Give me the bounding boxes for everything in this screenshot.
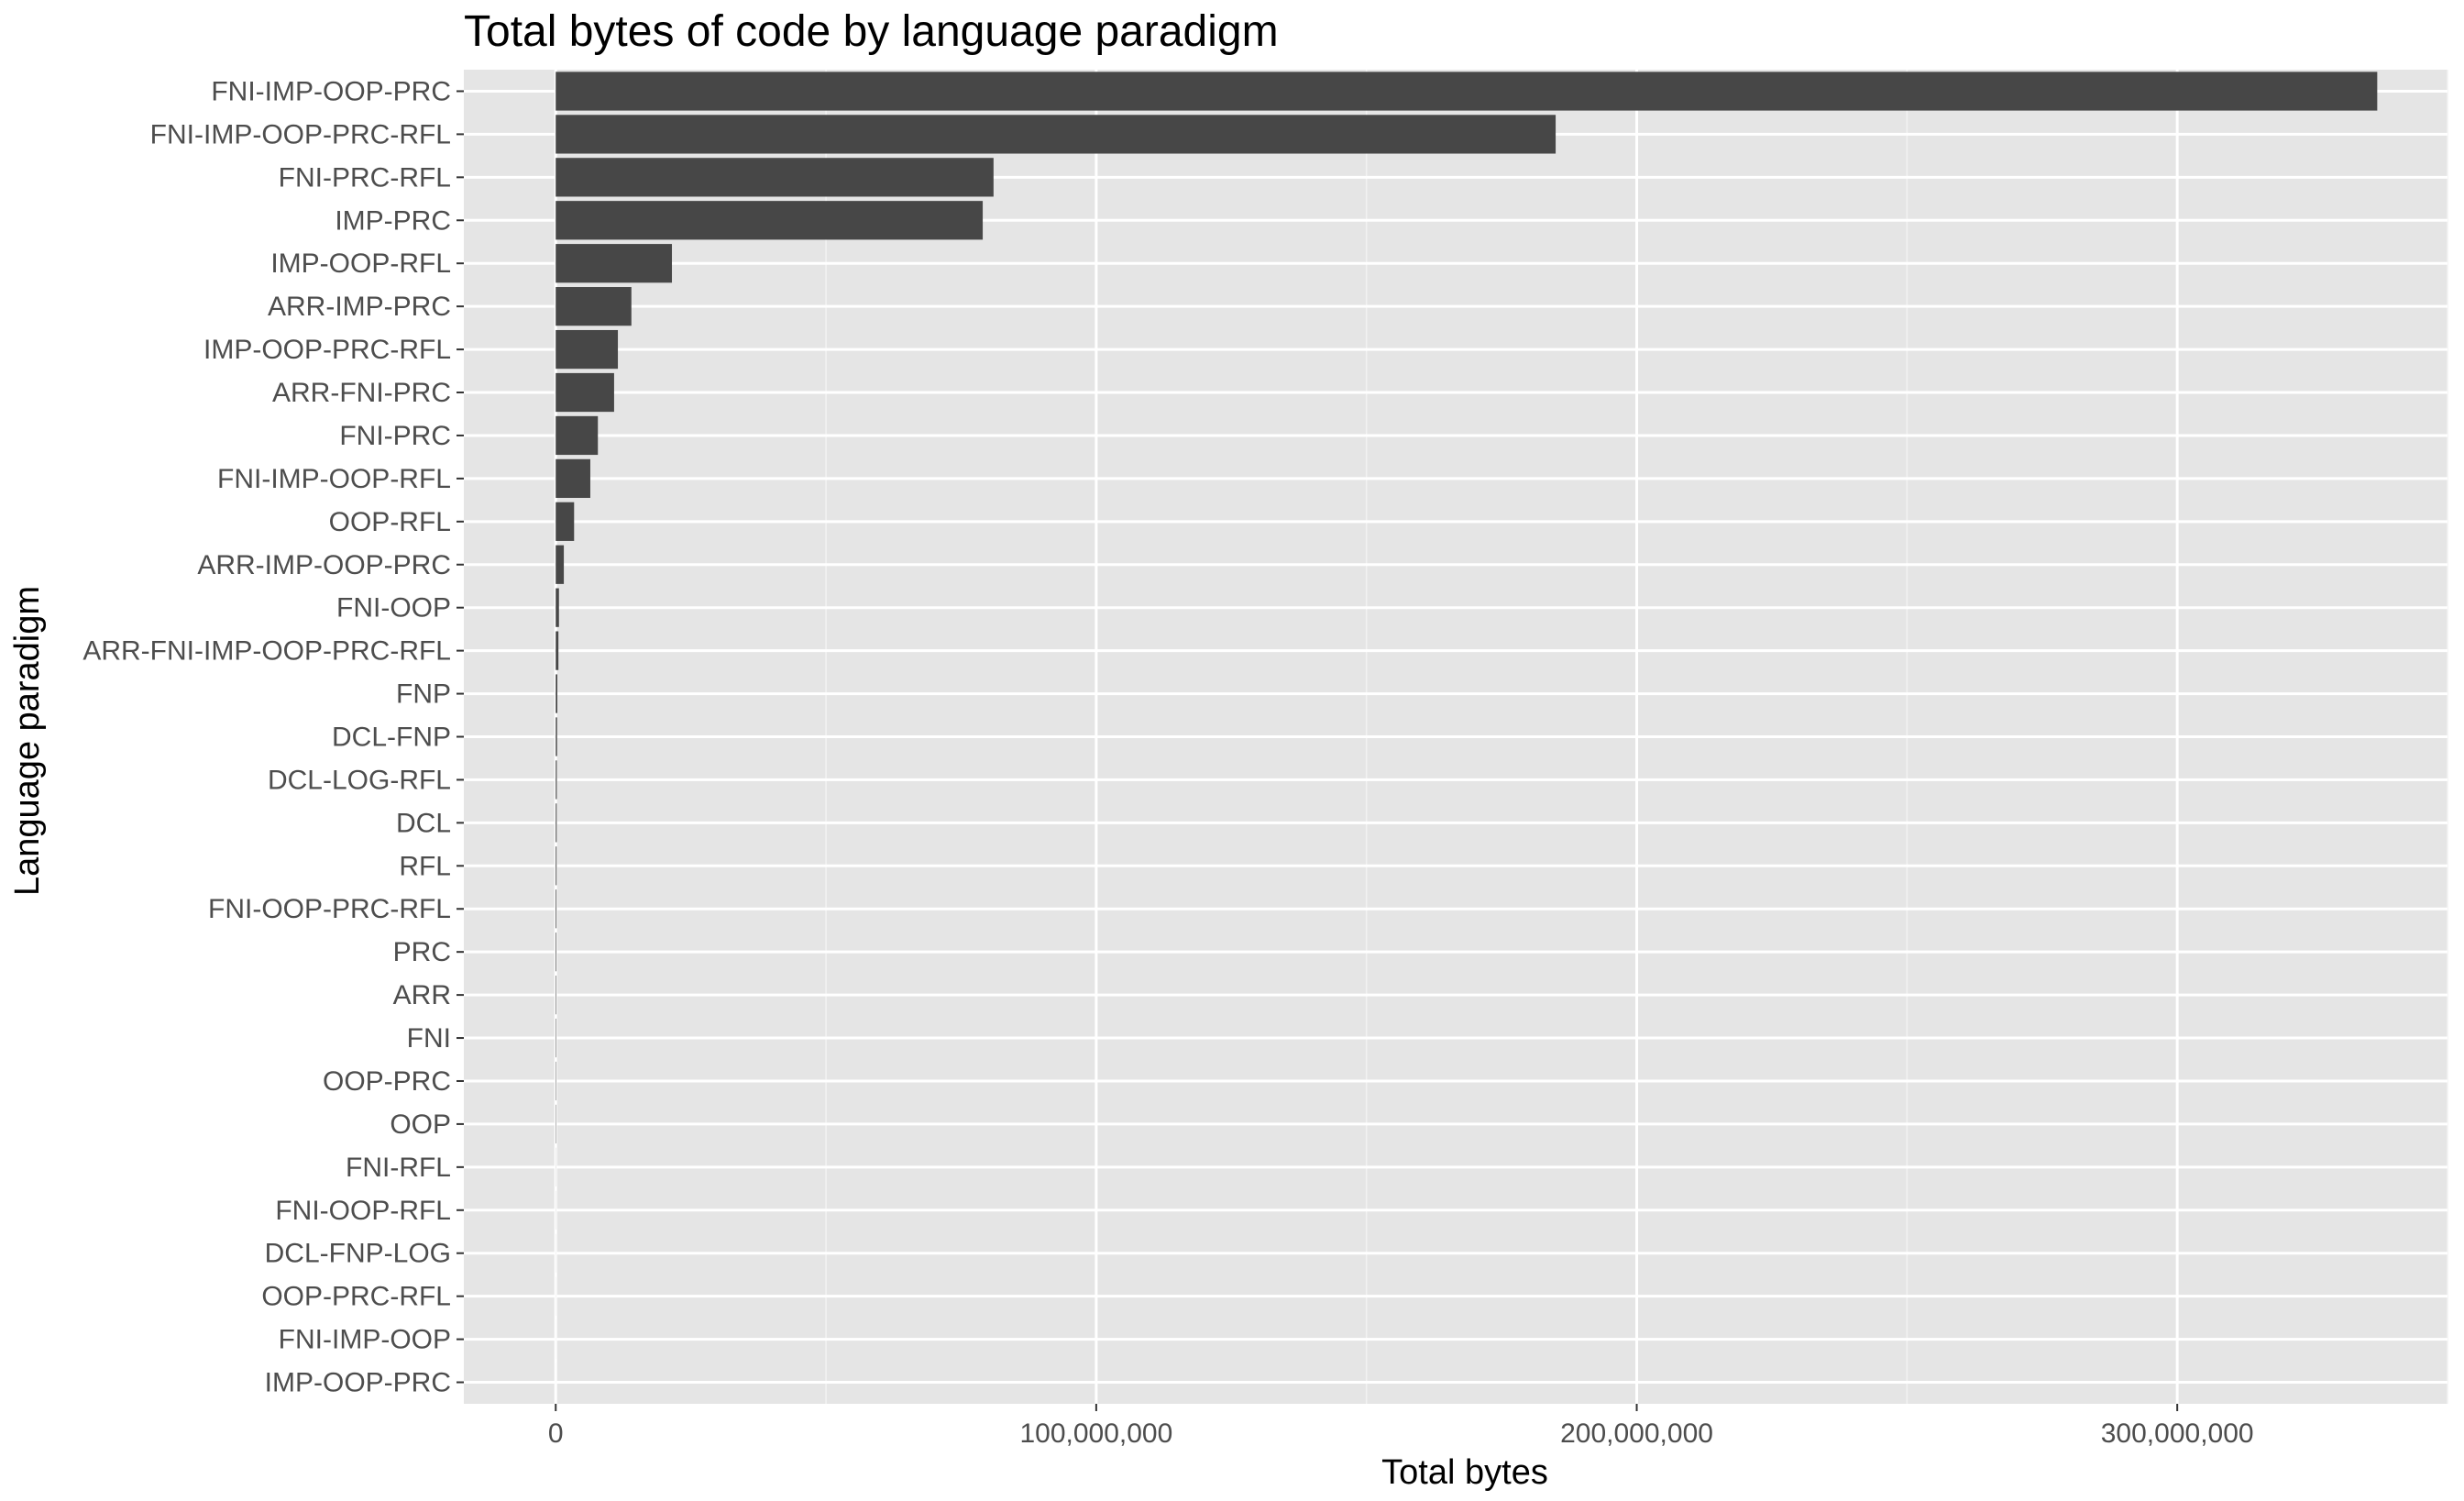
bar — [556, 72, 2377, 110]
y-tick-label: DCL-FNP — [332, 723, 451, 753]
x-axis-title: Total bytes — [1381, 1453, 1548, 1492]
bar — [556, 373, 614, 412]
bar — [556, 459, 590, 498]
y-tick-label: RFL — [399, 851, 451, 881]
y-tick-label: IMP-OOP-PRC-RFL — [204, 335, 451, 365]
y-tick-label: FNI-OOP-PRC-RFL — [208, 894, 451, 924]
x-tick-label: 100,000,000 — [1019, 1418, 1172, 1449]
y-tick-label: IMP-OOP-PRC — [265, 1368, 451, 1398]
y-tick-label: OOP-PRC-RFL — [261, 1282, 451, 1312]
y-tick-label: FNI — [407, 1023, 451, 1054]
y-tick-label: OOP-PRC — [323, 1066, 451, 1097]
y-tick-label: DCL-FNP-LOG — [265, 1239, 451, 1269]
bar — [556, 330, 618, 369]
y-tick-label: FNI-OOP-RFL — [275, 1196, 451, 1226]
y-tick-label: DCL-LOG-RFL — [268, 765, 451, 795]
x-axis: 0 100,000,000 200,000,000 300,000,000 — [548, 1404, 2254, 1449]
y-tick-label: FNI-OOP — [336, 593, 451, 624]
y-tick-label: ARR-FNI-IMP-OOP-PRC-RFL — [82, 636, 451, 667]
y-tick-label: FNI-IMP-OOP-RFL — [217, 464, 451, 494]
y-tick-label: FNI-RFL — [346, 1153, 451, 1183]
x-tick-label: 300,000,000 — [2101, 1418, 2254, 1449]
y-tick-label: FNI-PRC-RFL — [279, 162, 451, 193]
bar — [556, 158, 994, 196]
bar — [556, 632, 558, 670]
bar — [556, 502, 574, 541]
y-tick-label: FNI-PRC — [339, 421, 451, 451]
y-tick-label: DCL — [396, 808, 451, 838]
y-tick-label: ARR — [393, 980, 451, 1010]
chart-title: Total bytes of code by language paradigm — [464, 7, 1279, 56]
y-tick-label: FNI-IMP-OOP-PRC — [211, 76, 451, 106]
y-tick-label: IMP-PRC — [335, 205, 451, 236]
y-tick-label: OOP — [390, 1109, 451, 1140]
bar — [556, 201, 983, 239]
y-axis-title: Language paradigm — [8, 586, 47, 896]
y-tick-label: ARR-IMP-OOP-PRC — [197, 550, 451, 580]
y-tick-label: OOP-RFL — [329, 507, 451, 537]
bar — [556, 244, 672, 282]
x-tick-label: 0 — [548, 1418, 564, 1449]
bar — [556, 416, 598, 455]
y-tick-label: FNP — [396, 679, 451, 710]
bar — [556, 546, 564, 584]
y-axis: FNI-IMP-OOP-PRC FNI-IMP-OOP-PRC-RFL FNI-PR… — [82, 76, 464, 1397]
y-tick-label: FNI-IMP-OOP — [279, 1325, 451, 1355]
bar — [556, 115, 1556, 153]
bar — [556, 674, 557, 712]
bar — [556, 287, 632, 326]
bar — [556, 589, 559, 627]
y-tick-label: IMP-OOP-RFL — [270, 248, 451, 279]
y-tick-label: ARR-FNI-PRC — [272, 378, 451, 408]
y-tick-label: PRC — [393, 937, 451, 967]
y-tick-label: ARR-IMP-PRC — [268, 292, 451, 322]
y-tick-label: FNI-IMP-OOP-PRC-RFL — [150, 119, 451, 149]
x-tick-label: 200,000,000 — [1560, 1418, 1713, 1449]
